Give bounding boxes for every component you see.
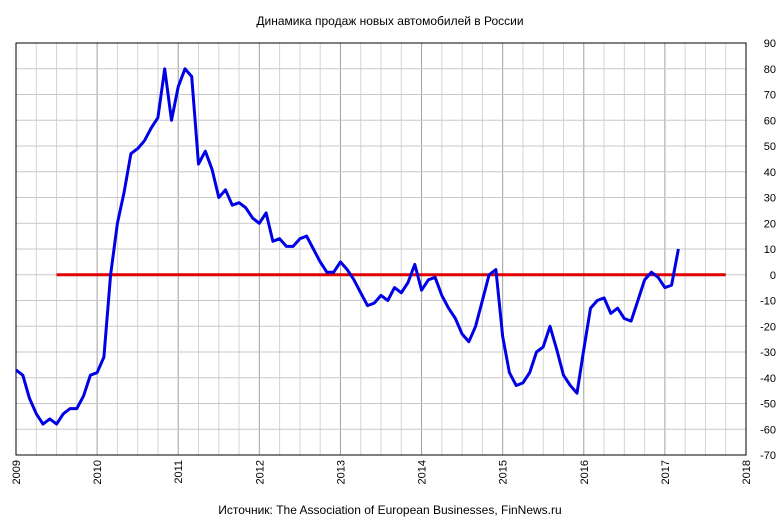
series-line <box>15 67 680 426</box>
y-tick-label: 10 <box>764 244 776 256</box>
y-tick-label: 30 <box>764 193 776 205</box>
x-tick-label: 2015 <box>498 460 510 484</box>
grid <box>15 42 747 456</box>
y-tick-label: -40 <box>760 373 776 385</box>
y-tick-label: 50 <box>764 141 776 153</box>
series-group <box>15 67 680 426</box>
y-tick-label: 80 <box>764 64 776 76</box>
x-tick-label: 2014 <box>417 460 429 484</box>
x-tick-label: 2016 <box>579 460 591 484</box>
x-tick-label: 2018 <box>741 460 753 484</box>
x-tick-label: 2009 <box>11 460 23 484</box>
y-tick-label: -30 <box>760 347 776 359</box>
x-tick-label: 2017 <box>660 460 672 484</box>
chart-source: Источник: The Association of European Bu… <box>218 503 562 517</box>
x-tick-label: 2012 <box>254 460 266 484</box>
y-tick-label: -50 <box>760 399 776 411</box>
y-tick-label: -70 <box>760 450 776 462</box>
x-tick-label: 2010 <box>92 460 104 484</box>
y-tick-label: 70 <box>764 90 776 102</box>
y-axis-ticks: 90 80 70 60 50 40 30 20 10 0 -10 -20 -30 -40 -50 -60 -70 <box>760 38 776 462</box>
chart-title: Динамика продаж новых автомобилей в Росс… <box>256 14 524 28</box>
y-tick-label: -60 <box>760 424 776 436</box>
x-axis-ticks: 2009 2010 2011 2012 2013 2014 2015 2016 2017 2018 <box>11 460 753 484</box>
y-tick-label: 0 <box>770 270 776 282</box>
y-tick-label: 20 <box>764 218 776 230</box>
y-tick-label: -10 <box>760 296 776 308</box>
x-tick-label: 2013 <box>335 460 347 484</box>
y-tick-label: 60 <box>764 115 776 127</box>
x-tick-label: 2011 <box>173 460 185 484</box>
y-tick-label: -20 <box>760 321 776 333</box>
y-tick-label: 90 <box>764 38 776 50</box>
y-tick-label: 40 <box>764 167 776 179</box>
plot-frame <box>15 42 747 456</box>
